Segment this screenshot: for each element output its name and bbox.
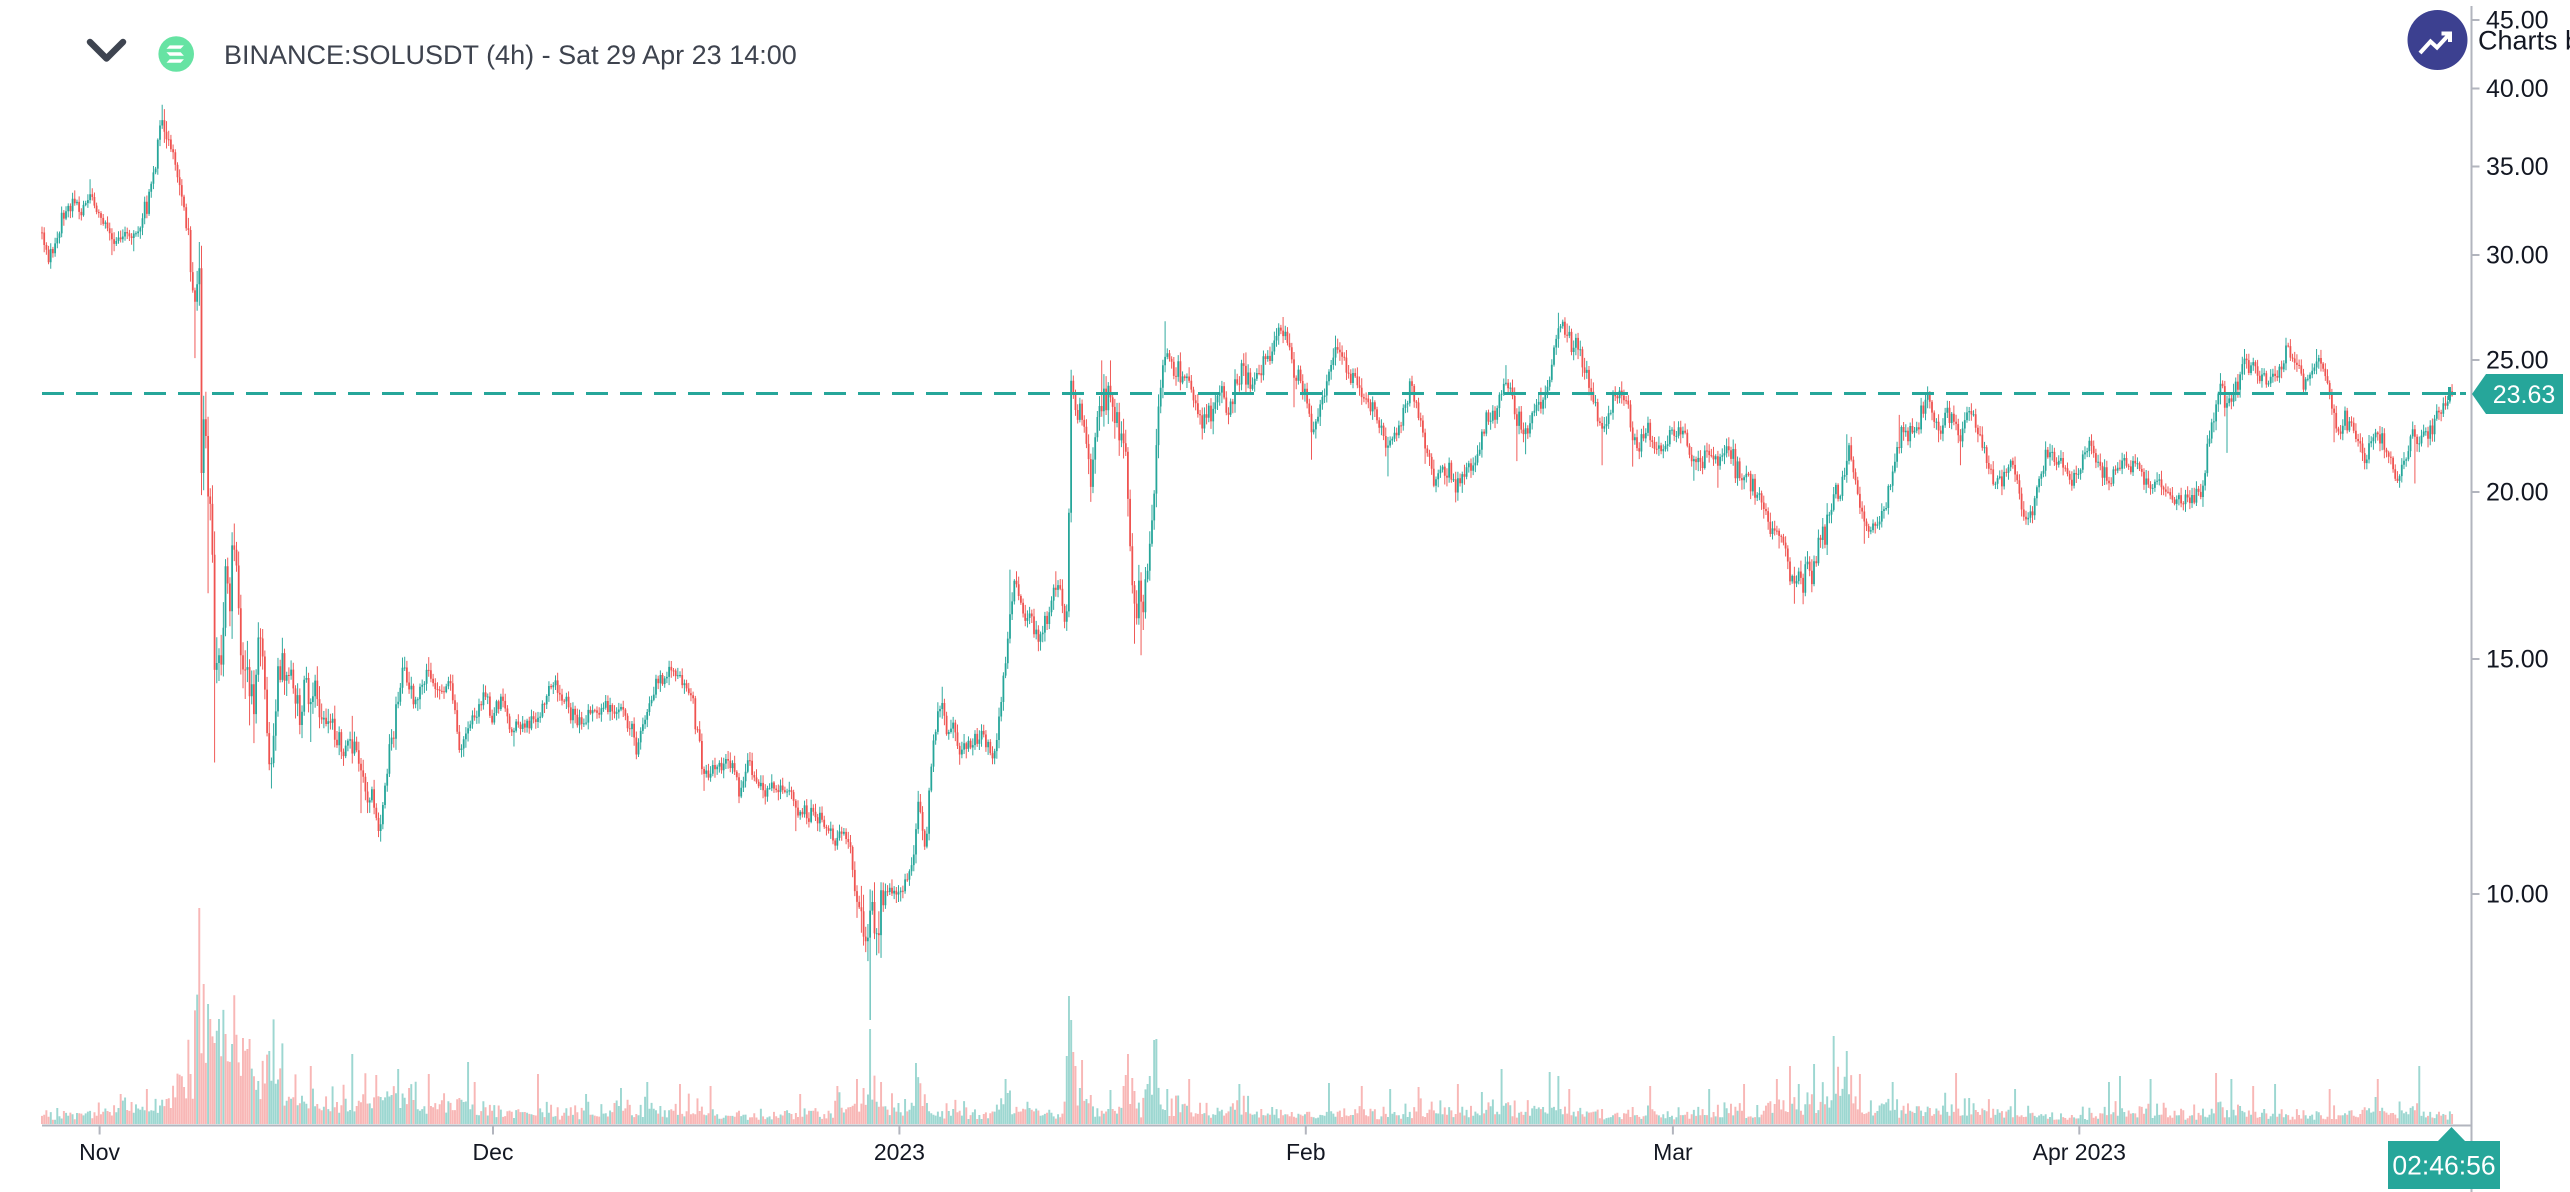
svg-text:45.00: 45.00 <box>2486 7 2549 35</box>
svg-text:20.00: 20.00 <box>2486 479 2549 507</box>
svg-text:Nov: Nov <box>79 1139 120 1165</box>
svg-text:15.00: 15.00 <box>2486 646 2549 674</box>
svg-text:Mar: Mar <box>1653 1139 1693 1165</box>
svg-text:02:46:56: 02:46:56 <box>2392 1151 2495 1181</box>
svg-text:2023: 2023 <box>874 1139 925 1165</box>
svg-text:Charts b: Charts b <box>2478 26 2570 56</box>
svg-text:Apr 2023: Apr 2023 <box>2033 1139 2126 1165</box>
svg-text:23.63: 23.63 <box>2493 381 2556 409</box>
svg-text:10.00: 10.00 <box>2486 881 2549 909</box>
svg-text:40.00: 40.00 <box>2486 75 2549 103</box>
svg-text:30.00: 30.00 <box>2486 242 2549 270</box>
svg-text:BINANCE:SOLUSDT (4h) - Sat 29: BINANCE:SOLUSDT (4h) - Sat 29 Apr 23 14:… <box>224 40 797 70</box>
svg-text:35.00: 35.00 <box>2486 153 2549 181</box>
svg-text:Dec: Dec <box>473 1139 514 1165</box>
svg-text:25.00: 25.00 <box>2486 347 2549 375</box>
svg-text:Feb: Feb <box>1286 1139 1326 1165</box>
